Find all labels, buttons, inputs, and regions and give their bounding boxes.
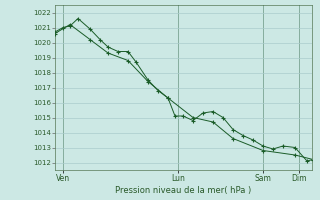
X-axis label: Pression niveau de la mer( hPa ): Pression niveau de la mer( hPa ) [116, 186, 252, 195]
